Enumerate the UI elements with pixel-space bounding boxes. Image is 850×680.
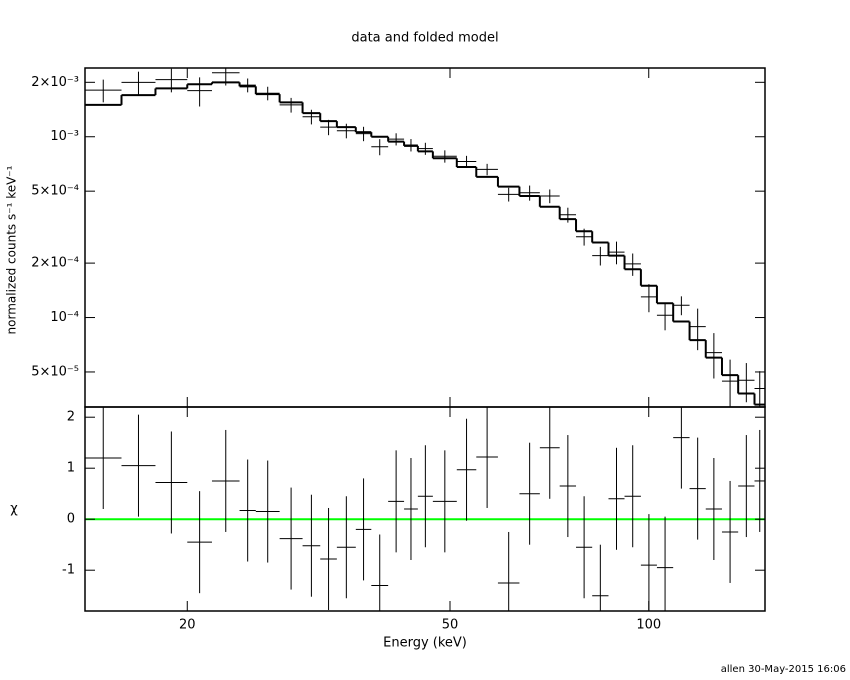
residual-panel — [85, 407, 765, 611]
x-axis-label: Energy (keV) — [383, 636, 467, 651]
x-tick-label: 100 — [636, 618, 661, 633]
x-tick-label: 20 — [179, 618, 196, 633]
spectrum-panel — [85, 68, 765, 407]
y-tick-label: 5×10⁻⁵ — [31, 364, 79, 379]
axes: 20 50 1005×10⁻⁵10⁻⁴2×10⁻⁴5×10⁻⁴10⁻³2×10⁻³-… — [31, 68, 765, 633]
residual-y-tick-label: 0 — [67, 512, 75, 527]
x-tick-label: 50 — [442, 618, 459, 633]
residual-axis-label: χ — [10, 502, 18, 517]
bottom-frame — [84, 406, 766, 612]
residual-y-tick-label: 1 — [67, 461, 75, 476]
y-axis-label: normalized counts s⁻¹ keV⁻¹ — [5, 165, 19, 334]
residual-y-tick-label: 2 — [67, 410, 75, 425]
chart-title: data and folded model — [351, 31, 498, 46]
y-tick-label: 2×10⁻³ — [31, 75, 79, 90]
footer: allen 30-May-2015 16:06 — [721, 664, 846, 675]
y-tick-label: 10⁻⁴ — [50, 310, 79, 325]
residual-y-tick-label: -1 — [62, 563, 75, 578]
y-tick-label: 5×10⁻⁴ — [31, 184, 79, 199]
y-tick-label: 2×10⁻⁴ — [31, 256, 79, 271]
y-tick-label: 10⁻³ — [50, 129, 79, 144]
